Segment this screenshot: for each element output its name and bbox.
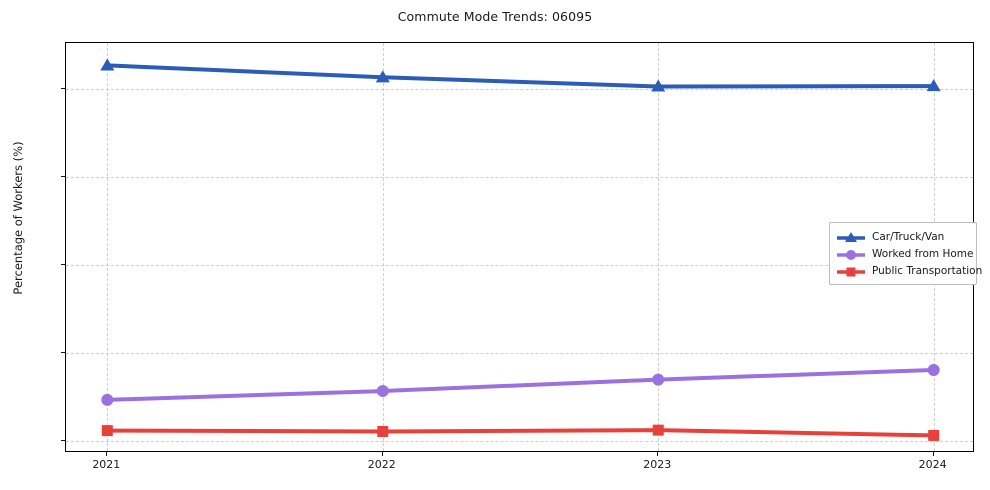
x-axis-tick-mark — [381, 452, 383, 456]
gridline-vertical — [107, 43, 109, 451]
y-axis-tick-mark — [61, 263, 65, 265]
plot-area — [65, 42, 974, 452]
data-point-marker — [652, 424, 664, 436]
legend-item-label: Public Transportation — [872, 264, 983, 277]
series-lines — [100, 58, 941, 441]
x-axis-tick-label: 2022 — [367, 458, 396, 471]
series-line — [105, 428, 936, 438]
data-point-marker — [927, 363, 940, 376]
x-axis-tick-mark — [106, 452, 108, 456]
legend-marker-icon — [836, 230, 866, 244]
gridline-horizontal — [66, 89, 973, 91]
y-axis-title: Percentage of Workers (%) — [11, 141, 25, 295]
gridline-vertical — [382, 43, 384, 451]
data-point-marker — [652, 373, 665, 386]
y-axis-tick-mark — [61, 351, 65, 353]
legend-item[interactable]: Public Transportation — [836, 262, 982, 279]
x-axis-tick-label: 2023 — [643, 458, 672, 471]
chart-legend[interactable]: Car/Truck/Van Worked from Home Public Tran… — [829, 222, 982, 285]
legend-item[interactable]: Car/Truck/Van — [836, 228, 970, 245]
x-axis-tick-mark — [932, 452, 934, 456]
x-axis-tick-mark — [657, 452, 659, 456]
data-point-marker — [926, 79, 941, 92]
data-point-marker — [101, 425, 113, 437]
x-axis-tick-label: 2021 — [92, 458, 121, 471]
data-point-marker — [101, 393, 114, 406]
y-axis-tick-mark — [61, 176, 65, 178]
y-axis-tick-mark — [61, 88, 65, 90]
data-point-marker — [100, 58, 115, 71]
y-axis-tick-mark — [61, 439, 65, 441]
data-point-marker — [377, 425, 389, 437]
chart-title: Commute Mode Trends: 06095 — [397, 9, 593, 24]
x-axis-tick-label: 2024 — [918, 458, 947, 471]
legend-marker-icon — [836, 247, 866, 261]
legend-item-label: Car/Truck/Van — [872, 230, 945, 243]
legend-item[interactable]: Worked from Home — [836, 245, 974, 262]
legend-marker-icon — [836, 264, 866, 278]
data-point-marker — [376, 385, 389, 398]
gridline-horizontal — [66, 177, 973, 179]
data-point-marker — [375, 70, 390, 83]
legend-item-label: Worked from Home — [872, 247, 974, 260]
series-line — [105, 63, 936, 89]
gridline-vertical — [658, 43, 660, 451]
data-point-marker — [651, 79, 666, 92]
gridline-horizontal — [66, 352, 973, 354]
gridline-horizontal — [66, 440, 973, 442]
series-line — [105, 367, 936, 402]
data-point-marker — [928, 429, 940, 441]
gridline-horizontal — [66, 264, 973, 266]
